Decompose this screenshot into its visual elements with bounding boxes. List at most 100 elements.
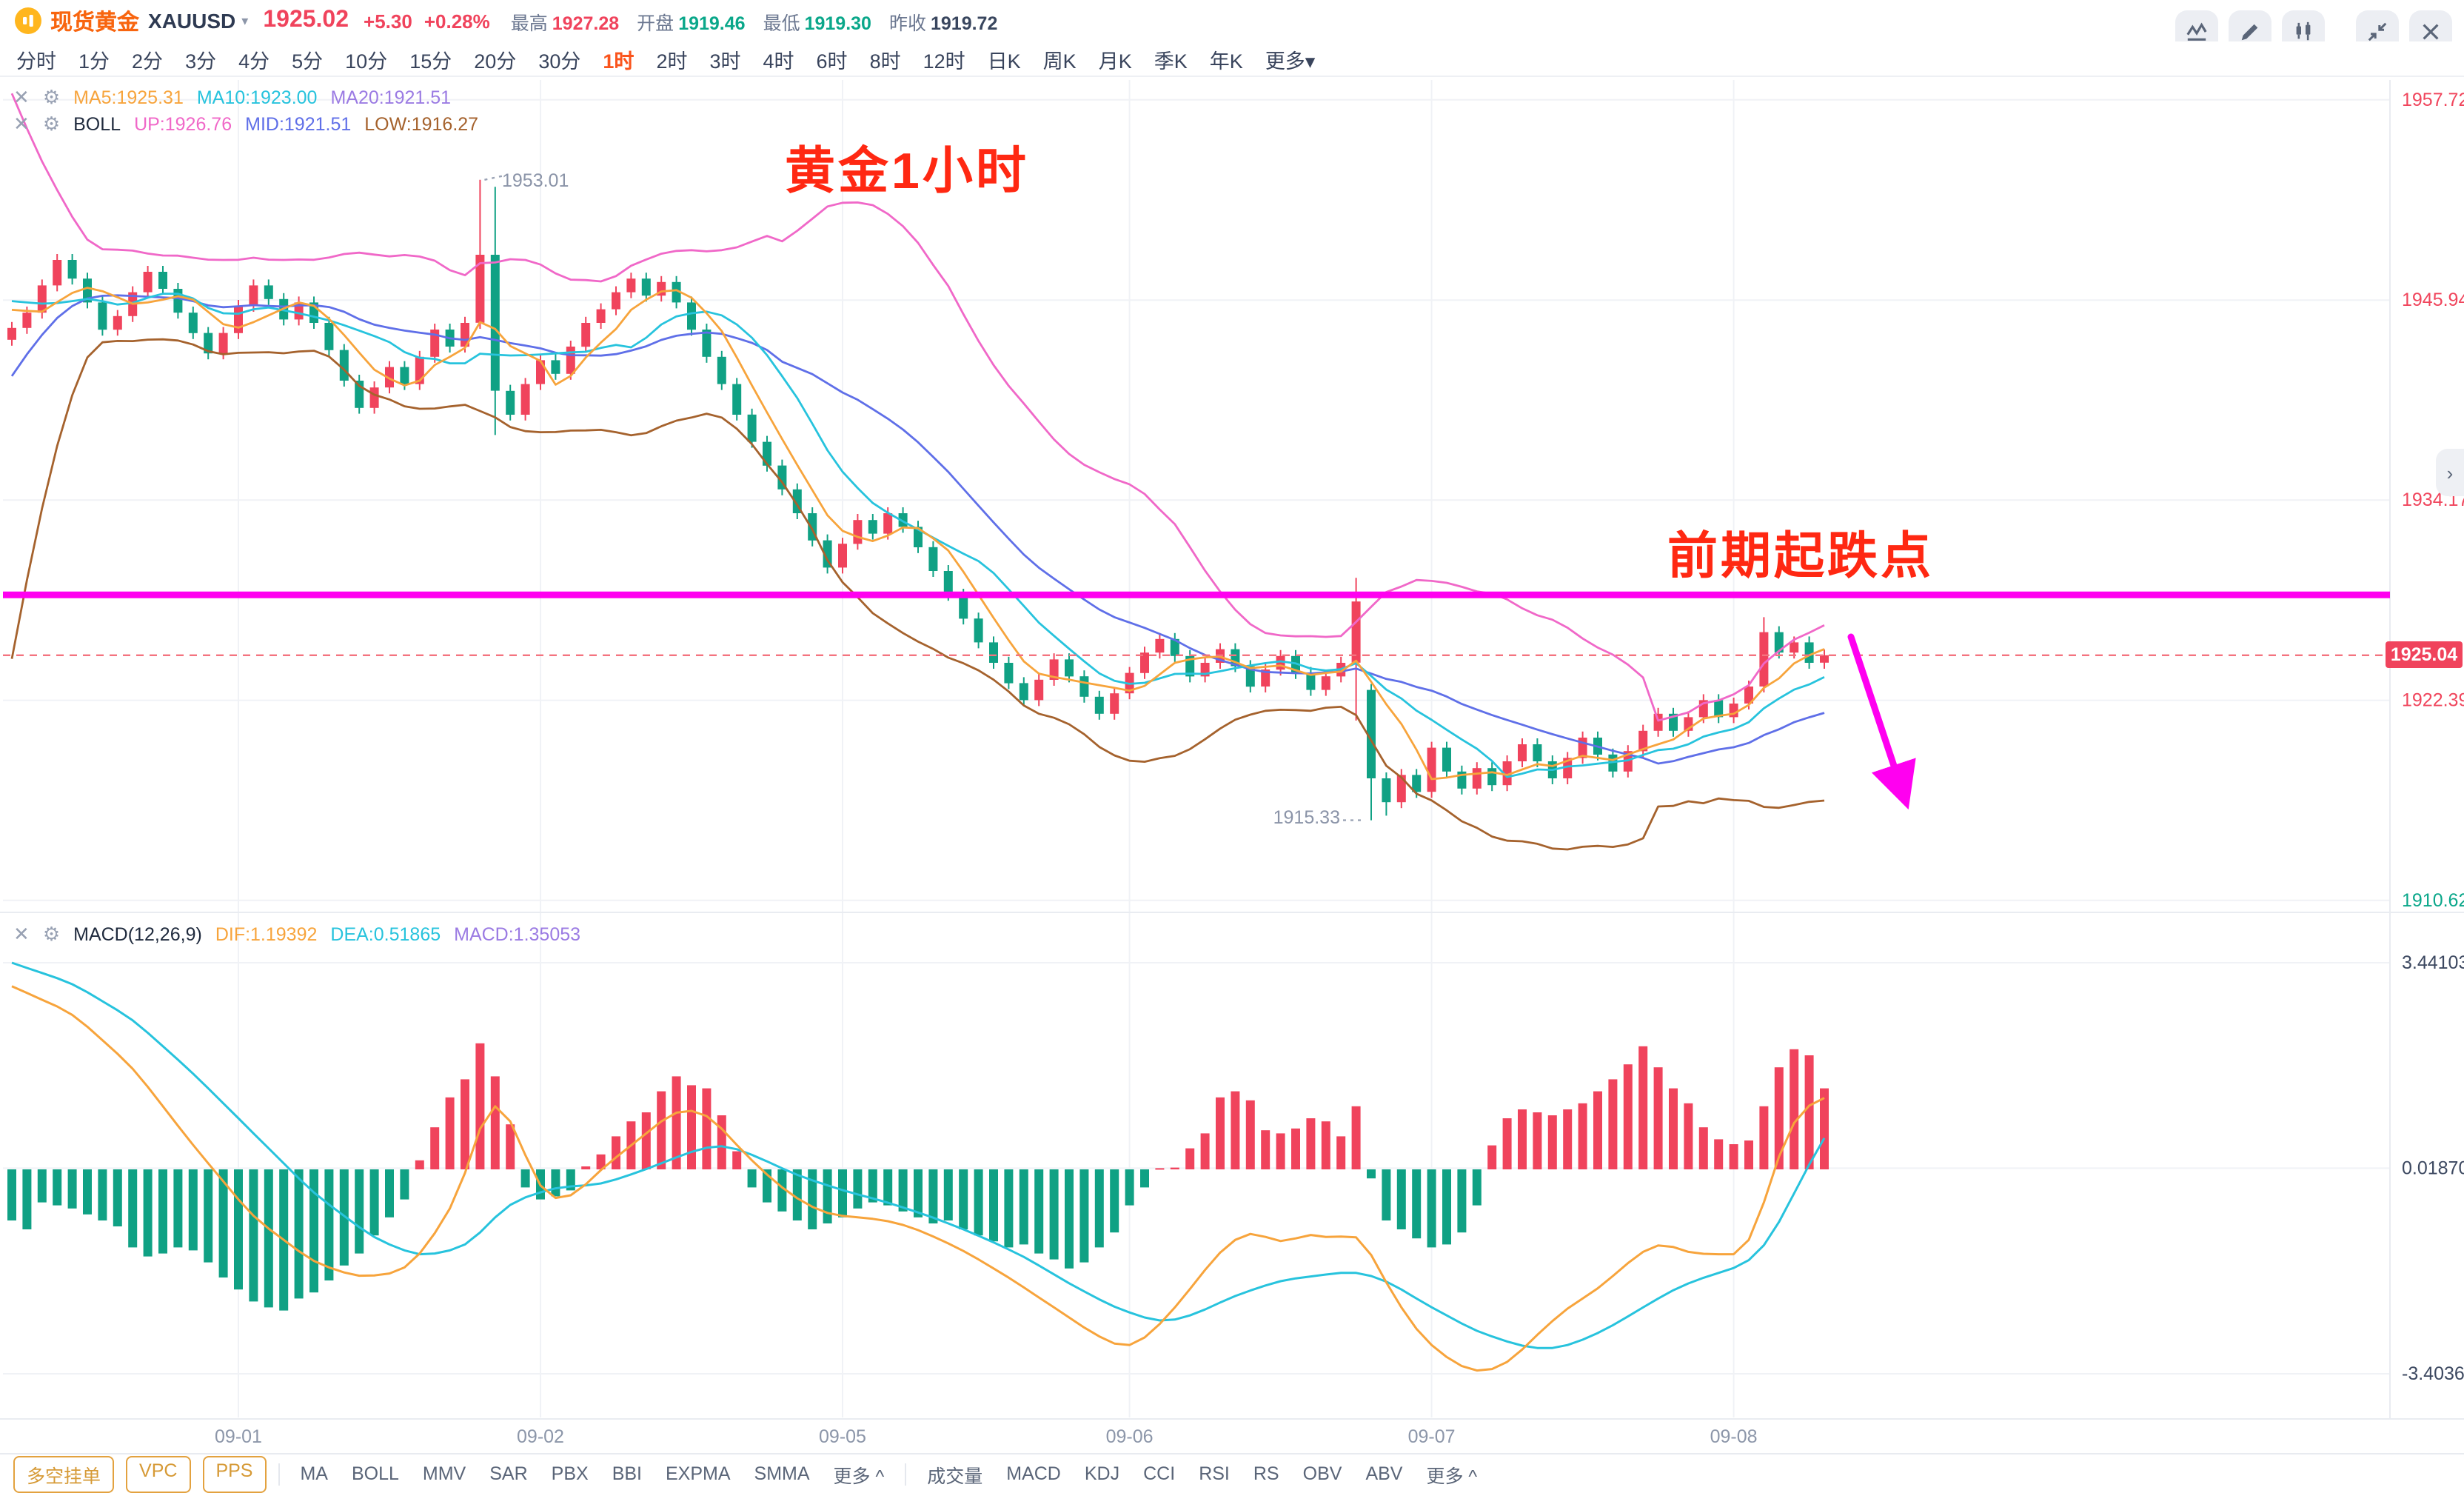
- tab-3时[interactable]: 3时: [709, 50, 741, 72]
- chart-area[interactable]: 1957.72 1945.94 1934.17 1922.39 1910.62 3.441…: [0, 77, 2464, 1453]
- tab-8时[interactable]: 8时: [869, 50, 901, 72]
- chart-title-annotation: 黄金1小时: [785, 144, 1029, 200]
- tab-5分[interactable]: 5分: [292, 50, 324, 72]
- toolbar-divider: [278, 1463, 280, 1485]
- stat-开盘: 开盘 1919.46: [637, 13, 746, 33]
- macd-name: MACD(12,26,9): [73, 923, 202, 944]
- order-buttons: 多空挂单 VPC PPS: [13, 1455, 278, 1492]
- tab-分时[interactable]: 分时: [16, 50, 56, 72]
- instrument-name: 现货黄金: [50, 10, 140, 35]
- stat-最高: 最高 1927.28: [510, 13, 620, 33]
- trend-arrow: [1847, 633, 1916, 810]
- tab-20分[interactable]: 20分: [474, 50, 517, 72]
- last-price: 1925.02: [263, 7, 349, 33]
- ma20-label: MA20:1921.51: [330, 87, 452, 107]
- tab-4分[interactable]: 4分: [238, 50, 270, 72]
- tab-2时[interactable]: 2时: [656, 50, 688, 72]
- settings-gear-icon[interactable]: ⚙: [42, 922, 61, 944]
- tab-更多[interactable]: 更多▾: [1265, 50, 1316, 72]
- boll-mid-label: MID:1921.51: [245, 113, 352, 134]
- header-bar: 现货黄金 XAUUSD ▾ 1925.02 +5.30 +0.28% 最高 192…: [0, 0, 2464, 53]
- stat-最低: 最低 1919.30: [763, 13, 871, 33]
- boll-indicator-row: ✕ ⚙ BOLL UP:1926.76 MID:1921.51 LOW:1916…: [13, 111, 478, 136]
- menu-item-成交量[interactable]: 成交量: [927, 1466, 983, 1486]
- tab-年K[interactable]: 年K: [1209, 50, 1243, 72]
- menu-item-EXPMA[interactable]: EXPMA: [666, 1463, 731, 1484]
- menu-item-MMV[interactable]: MMV: [422, 1463, 466, 1484]
- price-change: +5.30: [364, 10, 412, 32]
- macd-indicator-row: ✕ ⚙ MACD(12,26,9) DIF:1.19392 DEA:0.5186…: [13, 921, 580, 946]
- settings-gear-icon[interactable]: ⚙: [42, 112, 61, 134]
- tab-2分[interactable]: 2分: [132, 50, 164, 72]
- close-icon[interactable]: ✕: [13, 85, 30, 107]
- tab-15分[interactable]: 15分: [409, 50, 452, 72]
- stat-昨收: 昨收 1919.72: [888, 13, 998, 33]
- menu-item-RSI[interactable]: RSI: [1199, 1463, 1230, 1484]
- dea-label: DEA:0.51865: [330, 923, 441, 944]
- tab-1时[interactable]: 1时: [603, 50, 635, 72]
- ohlc-stats: 最高 1927.28 开盘 1919.46 最低 1919.30 昨收 1919.72: [511, 7, 998, 35]
- menu-item-MACD[interactable]: MACD: [1006, 1463, 1061, 1484]
- button-多空挂单[interactable]: 多空挂单: [13, 1455, 115, 1492]
- chart-canvas[interactable]: 1957.721945.941934.171922.391910.623.441…: [0, 77, 2464, 1453]
- settings-gear-icon[interactable]: ⚙: [42, 85, 61, 107]
- symbol-dropdown-caret[interactable]: ▾: [241, 13, 249, 27]
- tab-月K[interactable]: 月K: [1098, 50, 1132, 72]
- menu-item-PBX[interactable]: PBX: [551, 1463, 589, 1484]
- date-tick: 09-08: [1710, 1426, 1758, 1447]
- close-icon[interactable]: ✕: [13, 112, 30, 134]
- toolbar-divider: [905, 1463, 907, 1485]
- button-PPS[interactable]: PPS: [202, 1455, 267, 1492]
- svg-text:-3.40363: -3.40363: [2402, 1363, 2464, 1384]
- tab-12时[interactable]: 12时: [923, 50, 965, 72]
- macd-lines: [11, 961, 1826, 1372]
- tab-1分[interactable]: 1分: [78, 50, 110, 72]
- menu-item-更多^[interactable]: 更多 ^: [1426, 1466, 1478, 1486]
- menu-item-BOLL[interactable]: BOLL: [351, 1463, 399, 1484]
- menu-item-更多^[interactable]: 更多 ^: [833, 1466, 885, 1486]
- menu-item-RS[interactable]: RS: [1253, 1463, 1279, 1484]
- menu-item-CCI[interactable]: CCI: [1143, 1463, 1176, 1484]
- menu-item-MA[interactable]: MA: [300, 1463, 328, 1484]
- date-tick: 09-02: [517, 1426, 564, 1447]
- dif-label: DIF:1.19392: [215, 923, 318, 944]
- ma5-label: MA5:1925.31: [73, 87, 184, 107]
- menu-item-ABV[interactable]: ABV: [1365, 1463, 1403, 1484]
- panel-expand-chevron-icon[interactable]: ›: [2436, 449, 2464, 496]
- ma10-label: MA10:1923.00: [196, 87, 318, 107]
- button-VPC[interactable]: VPC: [126, 1455, 191, 1492]
- tab-10分[interactable]: 10分: [345, 50, 388, 72]
- instrument-symbol: XAUUSD: [148, 9, 236, 33]
- menu-item-OBV[interactable]: OBV: [1302, 1463, 1342, 1484]
- tab-4时[interactable]: 4时: [763, 50, 794, 72]
- current-price-badge: 1925.04: [2386, 641, 2463, 668]
- bottom-toolbar: 多空挂单 VPC PPS MA BOLL MMV SAR PBX BBI EXPMA SMMA 更多…: [0, 1453, 2464, 1493]
- svg-text:1945.94: 1945.94: [2402, 290, 2464, 310]
- tab-30分[interactable]: 30分: [538, 50, 581, 72]
- boll-name: BOLL: [73, 113, 121, 134]
- tab-日K[interactable]: 日K: [987, 50, 1021, 72]
- macd-histogram: [7, 1043, 1829, 1311]
- sub-indicator-menu: 成交量 MACD KDJ CCI RSI RS OBV ABV 更多 ^: [906, 1460, 1498, 1488]
- candlestick-series[interactable]: [7, 179, 1829, 821]
- menu-item-SMMA[interactable]: SMMA: [754, 1463, 810, 1484]
- instrument-icon: [15, 7, 41, 34]
- tab-季K[interactable]: 季K: [1154, 50, 1188, 72]
- menu-item-SAR[interactable]: SAR: [489, 1463, 528, 1484]
- date-tick: 09-07: [1408, 1426, 1456, 1447]
- tab-3分[interactable]: 3分: [185, 50, 217, 72]
- spike-high-label: 1953.01: [502, 170, 569, 191]
- svg-text:1910.62: 1910.62: [2402, 890, 2464, 911]
- close-icon[interactable]: ✕: [13, 922, 30, 944]
- menu-item-KDJ[interactable]: KDJ: [1084, 1463, 1120, 1484]
- macd-label: MACD:1.35053: [454, 923, 581, 944]
- resistance-annotation: 前期起跌点: [1667, 529, 1934, 585]
- tab-周K[interactable]: 周K: [1042, 50, 1077, 72]
- swing-low-label: 1915.33: [1273, 807, 1340, 828]
- tab-6时[interactable]: 6时: [816, 50, 848, 72]
- date-tick: 09-05: [819, 1426, 866, 1447]
- svg-text:0.01870: 0.01870: [2402, 1158, 2464, 1178]
- overlay-lines: [10, 93, 1825, 851]
- menu-item-BBI[interactable]: BBI: [612, 1463, 642, 1484]
- boll-up-label: UP:1926.76: [134, 113, 232, 134]
